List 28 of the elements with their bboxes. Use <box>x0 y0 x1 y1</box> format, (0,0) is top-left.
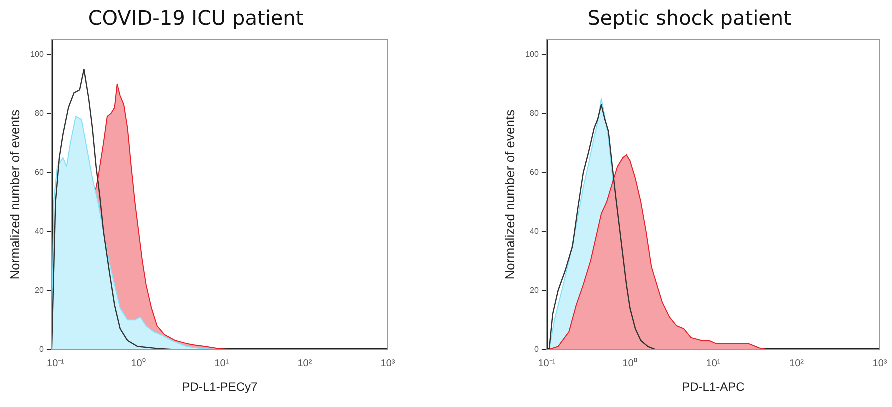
y-tick-label: 80 <box>35 108 44 118</box>
y-tick-label: 0 <box>39 344 44 354</box>
y-tick-label: 80 <box>530 108 540 118</box>
x-axis-title: PD-L1-APC <box>682 380 746 394</box>
chart-title: Septic shock patient <box>588 6 792 30</box>
y-tick-label: 0 <box>534 344 540 354</box>
x-tick-label: 10⁻¹ <box>538 358 556 370</box>
x-tick-label: 10¹ <box>706 358 722 370</box>
y-tick-label: 100 <box>30 50 44 59</box>
y-tick-label: 40 <box>35 226 44 236</box>
y-tick-label: 20 <box>35 286 44 295</box>
y-axis-title: Normalized number of events <box>7 109 22 280</box>
y-tick-label: 40 <box>530 226 540 236</box>
y-axis-title: Normalized number of events <box>502 109 518 280</box>
chart-title: COVID-19 ICU patient <box>88 6 304 30</box>
y-tick-label: 60 <box>35 168 44 177</box>
x-tick-label: 10² <box>790 358 805 370</box>
x-tick-label: 10³ <box>872 358 888 370</box>
y-tick-label: 60 <box>530 168 540 177</box>
y-tick-label: 100 <box>526 50 540 59</box>
x-tick-label: 10⁰ <box>622 357 638 370</box>
x-tick-label: 10³ <box>380 358 396 370</box>
x-tick-label: 10¹ <box>214 358 230 370</box>
x-tick-label: 10² <box>298 358 313 370</box>
x-tick-label: 10⁻¹ <box>47 358 66 370</box>
x-tick-label: 10⁰ <box>131 357 146 370</box>
x-axis-title: PD-L1-PECy7 <box>182 380 258 394</box>
y-tick-label: 20 <box>530 286 540 295</box>
